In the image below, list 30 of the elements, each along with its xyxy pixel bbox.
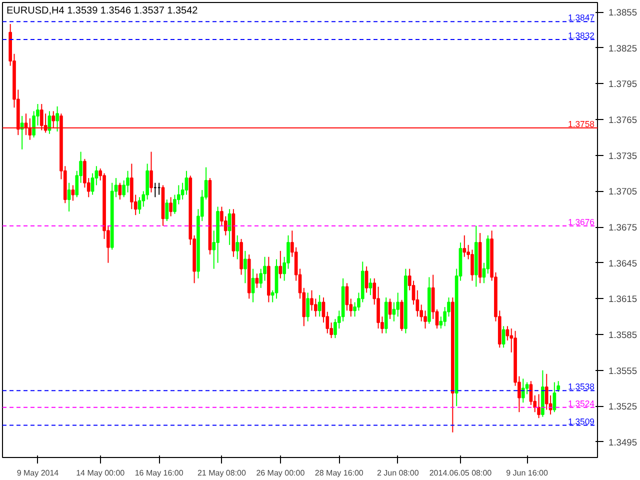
x-tick-label: 21 May 08:00: [197, 468, 246, 478]
ref-line-label: 1.3676: [568, 216, 595, 227]
y-tick-label: 1.3615: [608, 294, 638, 304]
x-tick-label: 26 May 00:00: [256, 468, 306, 478]
y-tick-label: 1.3735: [608, 150, 638, 161]
y-tick-label: 1.3645: [608, 258, 638, 268]
y-tick-label: 1.3585: [608, 330, 638, 340]
x-tick-label: 2 Jun 08:00: [376, 468, 420, 478]
ref-line-label: 1.3509: [568, 416, 595, 426]
x-tick-label: 14 May 00:00: [76, 468, 126, 478]
y-tick-label: 1.3795: [608, 79, 638, 90]
y-tick-label: 1.3555: [608, 366, 638, 376]
chart-title: EURUSD,H4 1.3539 1.3546 1.3537 1.3542: [6, 6, 198, 16]
x-tick-label: 28 May 16:00: [314, 468, 364, 478]
ref-line-label: 1.3524: [568, 398, 595, 408]
ref-line-label: 1.3847: [568, 12, 595, 23]
x-tick-label: 16 May 16:00: [134, 468, 184, 478]
y-tick-label: 1.3525: [608, 402, 638, 412]
y-tick-label: 1.3675: [608, 222, 638, 233]
x-tick-label: 9 May 2014: [16, 468, 60, 478]
x-tick-label: 9 Jun 16:00: [506, 468, 548, 478]
y-tick-label: 1.3705: [608, 186, 638, 197]
ref-line-label: 1.3832: [568, 30, 595, 41]
y-tick-label: 1.3825: [608, 43, 638, 54]
y-tick-label: 1.3495: [608, 437, 638, 448]
x-tick-label: 2014.06.05 08:00: [429, 468, 492, 478]
ref-line-label: 1.3538: [568, 382, 595, 392]
y-tick-label: 1.3855: [608, 8, 638, 18]
ref-line-label: 1.3758: [568, 118, 595, 129]
y-tick-label: 1.3765: [608, 115, 638, 126]
